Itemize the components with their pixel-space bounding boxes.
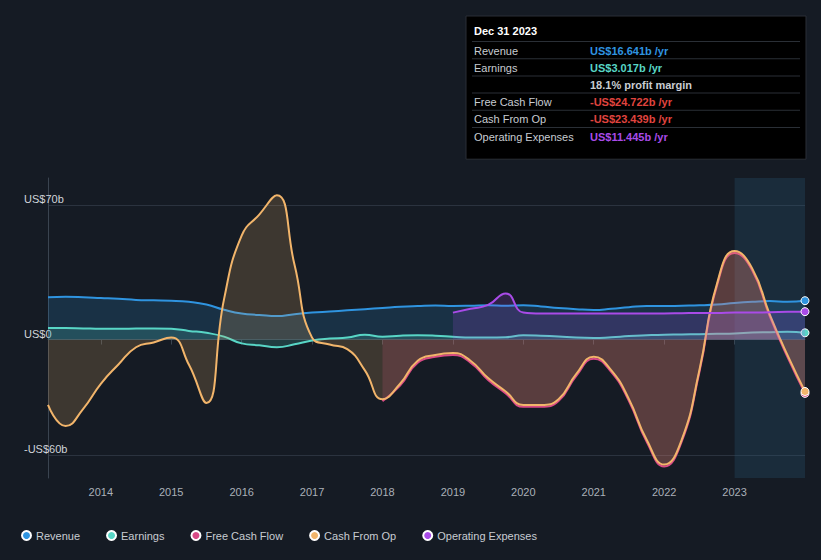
- svg-text:Revenue: Revenue: [474, 45, 518, 57]
- svg-text:2023: 2023: [722, 486, 746, 498]
- svg-text:2015: 2015: [159, 486, 183, 498]
- svg-text:Cash From Op: Cash From Op: [324, 530, 396, 542]
- svg-text:2018: 2018: [370, 486, 394, 498]
- svg-text:Free Cash Flow: Free Cash Flow: [474, 96, 552, 108]
- svg-text:Cash From Op: Cash From Op: [474, 113, 546, 125]
- svg-text:Free Cash Flow: Free Cash Flow: [205, 530, 283, 542]
- svg-text:2017: 2017: [300, 486, 324, 498]
- svg-text:Revenue: Revenue: [36, 530, 80, 542]
- svg-text:18.1% profit margin: 18.1% profit margin: [590, 79, 692, 91]
- svg-text:2019: 2019: [441, 486, 465, 498]
- svg-text:Earnings: Earnings: [121, 530, 165, 542]
- svg-text:-US$60b: -US$60b: [24, 443, 67, 455]
- svg-text:2016: 2016: [229, 486, 253, 498]
- svg-text:US$11.445b /yr: US$11.445b /yr: [590, 131, 668, 143]
- svg-text:Operating Expenses: Operating Expenses: [474, 131, 574, 143]
- svg-text:2021: 2021: [582, 486, 606, 498]
- svg-text:Operating Expenses: Operating Expenses: [437, 530, 537, 542]
- svg-text:US$70b: US$70b: [24, 193, 64, 205]
- svg-text:US$16.641b /yr: US$16.641b /yr: [590, 45, 669, 57]
- svg-text:-US$23.439b /yr: -US$23.439b /yr: [590, 113, 673, 125]
- svg-text:Dec 31 2023: Dec 31 2023: [474, 25, 537, 37]
- svg-text:US$3.017b /yr: US$3.017b /yr: [590, 62, 663, 74]
- svg-text:2020: 2020: [511, 486, 535, 498]
- svg-text:2022: 2022: [652, 486, 676, 498]
- svg-text:US$0: US$0: [24, 328, 52, 340]
- svg-text:-US$24.722b /yr: -US$24.722b /yr: [590, 96, 673, 108]
- svg-text:2014: 2014: [89, 486, 113, 498]
- svg-text:Earnings: Earnings: [474, 62, 518, 74]
